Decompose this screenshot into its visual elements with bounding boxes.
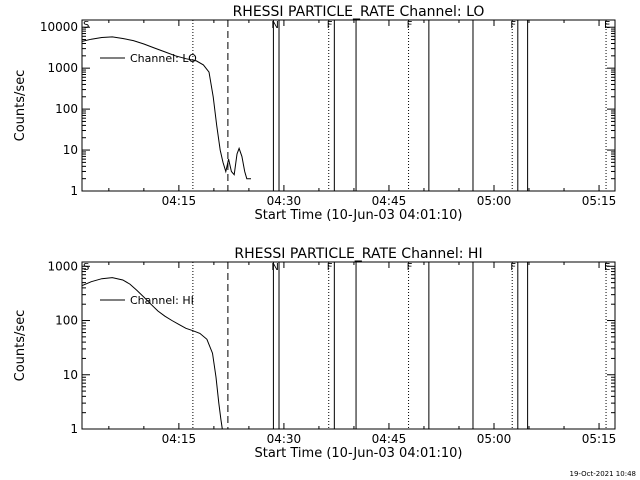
y-tick-label-1-2: 100	[55, 314, 78, 328]
y-tick-label-1-3: 1000	[47, 259, 78, 273]
event-flag-0-4: F	[327, 20, 333, 31]
x-axis-label-0: Start Time (10-Jun-03 04:01:10)	[255, 208, 463, 223]
data-series-0-0	[82, 36, 251, 180]
y-tick-label-0-3: 1000	[47, 61, 78, 75]
footer-timestamp: 19-Oct-2021 10:48	[570, 470, 636, 478]
y-tick-label-0-4: 10000	[40, 20, 78, 34]
data-series-1-0	[82, 277, 223, 430]
plot-frame-0	[81, 19, 616, 192]
y-tick-label-1-1: 10	[63, 368, 78, 382]
y-tick-label-0-1: 10	[63, 143, 78, 157]
y-tick-label-1-0: 1	[70, 422, 78, 436]
y-tick-label-0-0: 1	[70, 184, 78, 198]
event-flag-1-13: E	[604, 262, 610, 273]
event-flag-1-4: F	[327, 262, 333, 273]
event-flag-0-2: N	[271, 20, 278, 31]
x-tick-label-0-2: 04:45	[372, 194, 407, 208]
chart-title-0: RHESSI PARTICLE_RATE Channel: LO	[233, 4, 485, 20]
start-flag-0: S	[83, 20, 89, 31]
y-tick-label-0-2: 100	[55, 102, 78, 116]
x-tick-label-0-4: 05:15	[582, 194, 617, 208]
plot-frame-1	[81, 261, 616, 430]
event-flag-1-10: F	[510, 262, 516, 273]
x-tick-label-1-1: 04:30	[267, 432, 302, 446]
event-flag-1-7: F	[407, 262, 413, 273]
x-axis-label-1: Start Time (10-Jun-03 04:01:10)	[255, 446, 463, 461]
x-tick-label-0-0: 04:15	[162, 194, 197, 208]
x-tick-label-1-2: 04:45	[372, 432, 407, 446]
start-flag-1: S	[83, 262, 89, 273]
chart-title-1: RHESSI PARTICLE_RATE Channel: HI	[234, 246, 482, 262]
legend-label-0: Channel: LO	[130, 52, 197, 65]
event-flag-0-7: F	[407, 20, 413, 31]
y-axis-label-1: Counts/sec	[13, 310, 28, 382]
x-tick-label-1-3: 05:00	[477, 432, 512, 446]
x-tick-label-1-0: 04:15	[162, 432, 197, 446]
x-tick-label-0-1: 04:30	[267, 194, 302, 208]
event-flag-0-10: F	[510, 20, 516, 31]
legend-label-1: Channel: HI	[130, 294, 194, 307]
x-tick-label-0-3: 05:00	[477, 194, 512, 208]
event-flag-1-2: N	[271, 262, 278, 273]
event-flag-0-13: E	[604, 20, 610, 31]
y-axis-label-0: Counts/sec	[13, 70, 28, 142]
x-tick-label-1-4: 05:15	[582, 432, 617, 446]
